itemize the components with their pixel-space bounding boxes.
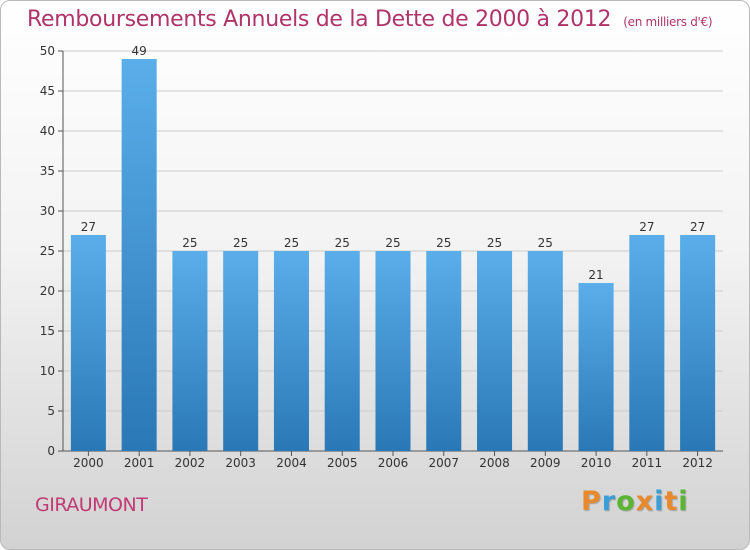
x-tick-label-2012: 2012 bbox=[682, 456, 713, 470]
logo-letter: P bbox=[581, 486, 602, 517]
x-tick-label-2001: 2001 bbox=[124, 456, 155, 470]
x-tick-label-2009: 2009 bbox=[530, 456, 561, 470]
data-label-2009: 25 bbox=[538, 236, 553, 250]
data-label-2006: 25 bbox=[385, 236, 400, 250]
data-label-2008: 25 bbox=[487, 236, 502, 250]
bar-2006 bbox=[375, 251, 411, 451]
logo-letter: t bbox=[664, 486, 679, 517]
bar-2012 bbox=[680, 235, 716, 451]
data-label-2007: 25 bbox=[436, 236, 451, 250]
bar-2003 bbox=[223, 251, 259, 451]
x-tick-label-2007: 2007 bbox=[428, 456, 459, 470]
x-tick-label-2003: 2003 bbox=[225, 456, 256, 470]
logo-letter: i bbox=[678, 486, 689, 517]
logo-letter: o bbox=[616, 486, 636, 517]
place-name: GIRAUMONT bbox=[35, 494, 148, 516]
y-tick-label: 50 bbox=[40, 44, 55, 58]
data-label-2003: 25 bbox=[233, 236, 248, 250]
bar-2009 bbox=[527, 251, 563, 451]
bar-2008 bbox=[477, 251, 513, 451]
title-text: Remboursements Annuels de la Dette de 20… bbox=[27, 7, 612, 32]
bar-2002 bbox=[172, 251, 208, 451]
data-label-2004: 25 bbox=[284, 236, 299, 250]
data-labels: 27 49 25 25 25 25 25 25 25 25 21 27 27 bbox=[81, 44, 706, 282]
y-tick-label: 5 bbox=[47, 404, 55, 418]
y-tick-label: 40 bbox=[40, 124, 55, 138]
x-tick-label-2000: 2000 bbox=[73, 456, 104, 470]
bar-2005 bbox=[324, 251, 360, 451]
x-tick-label-2006: 2006 bbox=[378, 456, 409, 470]
data-label-2011: 27 bbox=[639, 220, 654, 234]
y-tick-label: 10 bbox=[40, 364, 55, 378]
y-tick-label: 25 bbox=[40, 244, 55, 258]
logo-letter: x bbox=[635, 486, 655, 517]
x-tick-label-2002: 2002 bbox=[175, 456, 206, 470]
x-tick-label-2011: 2011 bbox=[632, 456, 663, 470]
proxiti-logo: Proxiti bbox=[581, 486, 689, 517]
bar-2010 bbox=[578, 283, 614, 451]
chart-title: Remboursements Annuels de la Dette de 20… bbox=[27, 7, 713, 32]
data-label-2001: 49 bbox=[132, 44, 147, 58]
axes: 0 5 10 15 20 25 30 35 40 45 50 2000 2001 2002 2003 2004… bbox=[40, 44, 723, 470]
data-label-2002: 25 bbox=[182, 236, 197, 250]
x-tick-label-2010: 2010 bbox=[581, 456, 612, 470]
unit-label: (en milliers d'€) bbox=[623, 15, 713, 29]
data-label-2012: 27 bbox=[690, 220, 705, 234]
bar-2004 bbox=[273, 251, 309, 451]
x-tick-label-2004: 2004 bbox=[276, 456, 307, 470]
data-label-2005: 25 bbox=[335, 236, 350, 250]
bar-2007 bbox=[426, 251, 462, 451]
y-tick-label: 20 bbox=[40, 284, 55, 298]
data-label-2000: 27 bbox=[81, 220, 96, 234]
y-tick-label: 30 bbox=[40, 204, 55, 218]
y-tick-label: 15 bbox=[40, 324, 55, 338]
y-tick-label: 35 bbox=[40, 164, 55, 178]
bars bbox=[70, 59, 716, 451]
bar-2011 bbox=[629, 235, 665, 451]
data-label-2010: 21 bbox=[588, 268, 603, 282]
logo-letter: r bbox=[601, 486, 617, 517]
x-tick-label-2008: 2008 bbox=[479, 456, 510, 470]
y-tick-label: 45 bbox=[40, 84, 55, 98]
x-tick-label-2005: 2005 bbox=[327, 456, 358, 470]
y-tick-label: 0 bbox=[47, 444, 55, 458]
logo-letter: i bbox=[654, 486, 665, 517]
bar-2001 bbox=[121, 59, 157, 451]
bar-2000 bbox=[70, 235, 106, 451]
